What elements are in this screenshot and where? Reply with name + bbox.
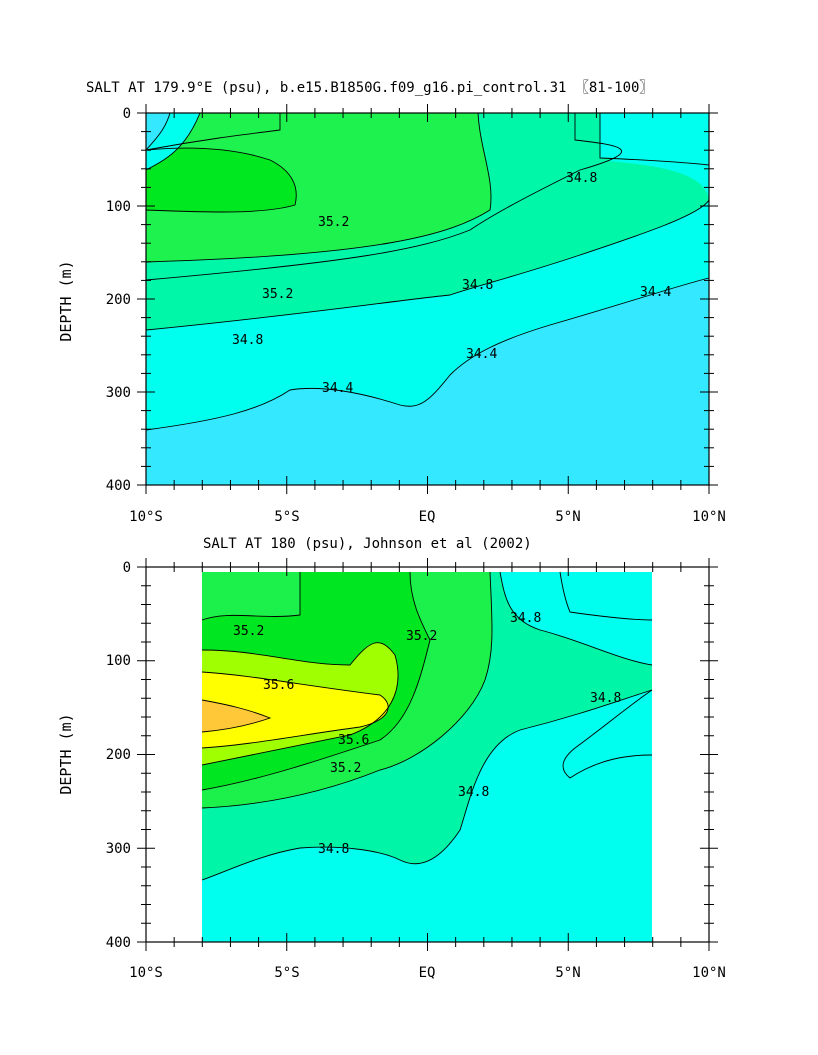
contour-label: 35.2 bbox=[318, 215, 349, 230]
y-tick-label: 300 bbox=[106, 385, 131, 401]
contour-label: 34.8 bbox=[462, 278, 493, 293]
plot-area: 35.2 35.2 34.8 34.8 34.8 34.4 34.4 34.4 bbox=[145, 112, 710, 485]
x-tick-label: EQ bbox=[419, 509, 436, 525]
panel-observations: SALT AT 180 (psu), Johnson et al (2002) bbox=[57, 536, 726, 981]
y-axis-label: DEPTH (m) bbox=[57, 713, 75, 794]
y-tick-label: 0 bbox=[123, 560, 131, 576]
y-axis-label: DEPTH (m) bbox=[57, 260, 75, 341]
region-34.4-34.6-c bbox=[600, 113, 709, 165]
contour-label: 35.6 bbox=[338, 733, 369, 748]
contour-label: 34.4 bbox=[640, 285, 671, 300]
contour-label: 34.8 bbox=[318, 842, 349, 857]
x-tick-label: 10°S bbox=[129, 965, 163, 981]
contour-label: 34.8 bbox=[566, 171, 597, 186]
contour-label: 34.4 bbox=[466, 347, 497, 362]
y-tick-label: 100 bbox=[106, 653, 131, 669]
x-tick-label: 10°N bbox=[692, 965, 726, 981]
contour-label: 35.2 bbox=[262, 287, 293, 302]
contour-label: 34.8 bbox=[590, 691, 621, 706]
region-gt-35.2 bbox=[146, 148, 297, 213]
region-35.6-35.8 bbox=[202, 672, 389, 748]
x-tick-label: 5°N bbox=[555, 965, 580, 981]
contour-label: 34.4 bbox=[322, 381, 353, 396]
contour-label: 35.2 bbox=[406, 629, 437, 644]
panel-model: SALT AT 179.9°E (psu), b.e15.B1850G.f09_… bbox=[57, 80, 726, 525]
region-lt-34.4 bbox=[146, 278, 709, 485]
y-tick-label: 200 bbox=[106, 747, 131, 763]
contour-label: 34.8 bbox=[232, 333, 263, 348]
contour-label: 34.8 bbox=[510, 611, 541, 626]
contours bbox=[201, 571, 653, 881]
axes: DEPTH (m) 0 100 200 300 400 10°S 5°S EQ … bbox=[57, 558, 726, 981]
x-tick-label: 10°N bbox=[692, 509, 726, 525]
region-35.0-35.2 bbox=[146, 113, 492, 262]
chart-title: SALT AT 179.9°E (psu), b.e15.B1850G.f09_… bbox=[86, 80, 653, 96]
contour-labels: 35.2 35.2 34.8 34.8 34.8 34.4 34.4 34.4 bbox=[232, 171, 671, 396]
x-tick-label: 5°S bbox=[274, 965, 299, 981]
y-tick-label: 300 bbox=[106, 841, 131, 857]
y-tick-label: 100 bbox=[106, 199, 131, 215]
region-lt-34.6-b bbox=[560, 572, 652, 620]
contour-label: 35.6 bbox=[263, 678, 294, 693]
x-tick-label: EQ bbox=[419, 965, 436, 981]
y-tick-label: 400 bbox=[106, 478, 131, 494]
contour-label: 34.8 bbox=[458, 785, 489, 800]
y-tick-label: 0 bbox=[123, 106, 131, 122]
plot-area: 35.2 35.6 35.6 35.2 35.2 34.8 34.8 34.8 … bbox=[201, 571, 653, 942]
y-tick-label: 200 bbox=[106, 292, 131, 308]
x-tick-label: 5°S bbox=[274, 509, 299, 525]
chart-title: SALT AT 180 (psu), Johnson et al (2002) bbox=[203, 536, 532, 552]
x-tick-label: 10°S bbox=[129, 509, 163, 525]
x-tick-label: 5°N bbox=[555, 509, 580, 525]
region-lt-34.4-b bbox=[146, 113, 170, 150]
contour-labels: 35.2 35.6 35.6 35.2 35.2 34.8 34.8 34.8 … bbox=[233, 611, 621, 857]
contour-label: 35.2 bbox=[233, 624, 264, 639]
region-gt-35.8 bbox=[202, 700, 270, 732]
axes: DEPTH (m) 0 100 200 300 400 10°S 5°S EQ … bbox=[57, 104, 726, 525]
y-tick-label: 400 bbox=[106, 935, 131, 951]
contours bbox=[145, 112, 710, 431]
contour-label: 35.2 bbox=[330, 761, 361, 776]
